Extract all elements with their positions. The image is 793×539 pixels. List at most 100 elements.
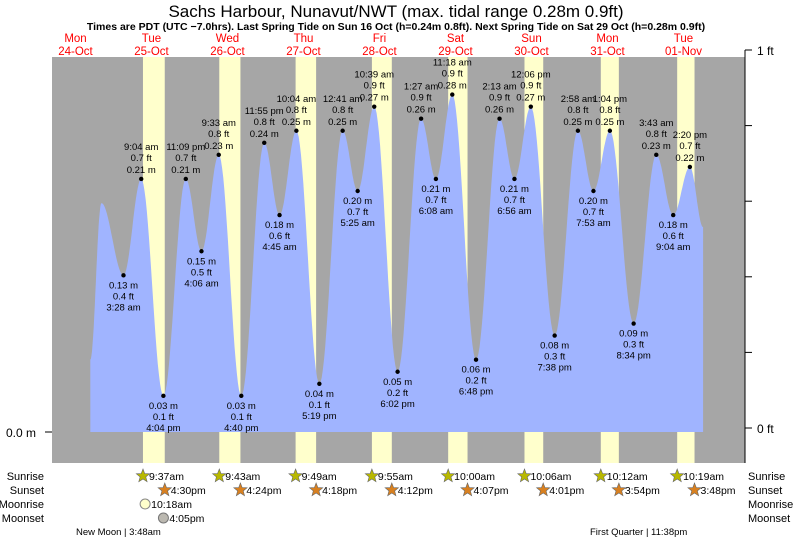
tide-label: 0.24 m — [250, 129, 279, 140]
tide-label: 0.3 ft — [544, 352, 565, 363]
tide-label: 0.25 m — [595, 117, 624, 128]
day-label-date: 29-Oct — [438, 46, 473, 58]
row-label-sunrise-right: Sunrise — [748, 471, 785, 483]
tide-label: 7:38 pm — [537, 363, 571, 374]
sunrise-time: 9:43am — [225, 471, 260, 483]
tide-label: 0.18 m — [265, 220, 294, 231]
tide-label: 0.04 m — [305, 389, 334, 400]
tide-label: 0.25 m — [328, 117, 357, 128]
tide-label: 0.9 ft — [489, 93, 510, 104]
axis-label-0m: 0.0 m — [6, 426, 36, 440]
tide-point — [239, 393, 244, 399]
sunset-icon — [460, 482, 476, 497]
tide-label: 0.23 m — [204, 141, 233, 152]
tide-point — [199, 249, 204, 254]
tide-label: 0.8 ft — [254, 117, 275, 128]
day-label-dow: Mon — [596, 33, 618, 45]
sunset-icon — [157, 482, 173, 497]
sunset-icon — [611, 482, 627, 497]
tide-point — [512, 176, 517, 182]
tide-label: 0.7 ft — [679, 141, 700, 152]
moonrise-time: 10:18am — [151, 499, 192, 511]
tide-label: 10:04 am — [277, 94, 317, 105]
tide-label: 0.25 m — [282, 117, 311, 128]
tide-label: 0.03 m — [227, 401, 256, 412]
tide-label: 5:19 pm — [302, 411, 336, 422]
sunset-time: 4:01pm — [549, 485, 584, 497]
sunrise-time: 10:00am — [454, 471, 495, 483]
moonset-icon — [157, 512, 169, 524]
tide-point — [450, 92, 455, 97]
day-label-date: 01-Nov — [665, 46, 702, 58]
axis-label-0ft: 0 ft — [757, 422, 774, 436]
tide-label: 0.21 m — [171, 165, 200, 176]
tide-label: 0.06 m — [462, 365, 491, 376]
tide-label: 0.03 m — [149, 401, 178, 412]
tide-label: 0.8 ft — [332, 105, 353, 116]
tide-label: 0.25 m — [563, 117, 592, 128]
tide-label: 9:04 am — [124, 142, 158, 153]
tide-label: 0.7 ft — [583, 207, 604, 218]
tide-label: 0.15 m — [187, 256, 216, 267]
tide-label: 0.13 m — [109, 280, 138, 291]
tide-label: 0.8 ft — [567, 105, 588, 116]
tide-label: 0.7 ft — [175, 153, 196, 164]
tide-label: 0.08 m — [540, 341, 569, 352]
chart-subtitle: Times are PDT (UTC −7.0hrs). Last Spring… — [87, 21, 705, 33]
tide-label: 2:20 pm — [673, 130, 707, 141]
tide-point — [395, 369, 400, 374]
tide-label: 0.8 ft — [599, 105, 620, 116]
day-label-dow: Tue — [674, 33, 693, 45]
day-label-dow: Sat — [447, 33, 465, 45]
day-label-date: 24-Oct — [58, 46, 93, 58]
tide-point — [528, 104, 534, 109]
tide-label: 0.21 m — [127, 165, 156, 176]
tide-label: 6:02 pm — [380, 399, 414, 410]
day-label-date: 28-Oct — [362, 46, 397, 58]
tide-point — [294, 128, 299, 133]
tide-point — [317, 381, 322, 386]
tide-label: 0.9 ft — [364, 81, 385, 92]
tide-curve-area — [90, 94, 704, 432]
tide-label: 12:41 am — [323, 94, 363, 105]
tide-label: 9:04 am — [656, 242, 690, 253]
tide-label: 0.1 ft — [231, 412, 252, 423]
tide-label: 0.8 ft — [286, 105, 307, 116]
sunrise-time: 9:49am — [302, 471, 337, 483]
tide-label: 0.2 ft — [465, 376, 486, 387]
tide-point — [139, 176, 144, 182]
day-label-date: 30-Oct — [514, 46, 549, 58]
day-label-dow: Fri — [373, 33, 386, 45]
tide-label: 11:55 pm — [245, 106, 284, 117]
sunrise-icon — [288, 468, 304, 483]
tide-label: 4:45 am — [262, 242, 296, 253]
row-label-sunrise: Sunrise — [7, 471, 44, 483]
sunset-icon — [384, 482, 400, 497]
tide-label: 0.7 ft — [425, 195, 446, 206]
new-moon-label: New Moon | 3:48am — [76, 527, 161, 538]
tide-label: 2:13 am — [482, 82, 516, 93]
tide-point — [262, 140, 267, 145]
tide-label: 0.7 ft — [504, 195, 525, 206]
tide-label: 3:28 am — [106, 302, 140, 313]
sunset-time: 3:48pm — [701, 485, 736, 497]
row-label-sunset-right: Sunset — [748, 485, 782, 497]
tide-label: 0.05 m — [383, 377, 412, 388]
tide-label: 0.1 ft — [153, 412, 174, 423]
tide-label: 9:33 am — [202, 118, 236, 129]
tide-point — [552, 333, 557, 338]
sunset-icon — [687, 482, 703, 497]
tide-label: 6:08 am — [419, 206, 453, 217]
tide-point — [161, 393, 166, 399]
tide-label: 5:25 am — [340, 218, 374, 229]
sunrise-icon — [364, 468, 380, 483]
sunset-time: 4:18pm — [322, 485, 357, 497]
tide-label: 7:53 am — [576, 218, 610, 229]
tide-label: 0.09 m — [619, 329, 648, 340]
sunset-time: 3:54pm — [625, 485, 660, 497]
day-label-date: 26-Oct — [210, 46, 245, 58]
tide-label: 0.2 ft — [387, 388, 408, 399]
tide-point — [497, 116, 502, 121]
sunrise-time: 9:55am — [378, 471, 413, 483]
